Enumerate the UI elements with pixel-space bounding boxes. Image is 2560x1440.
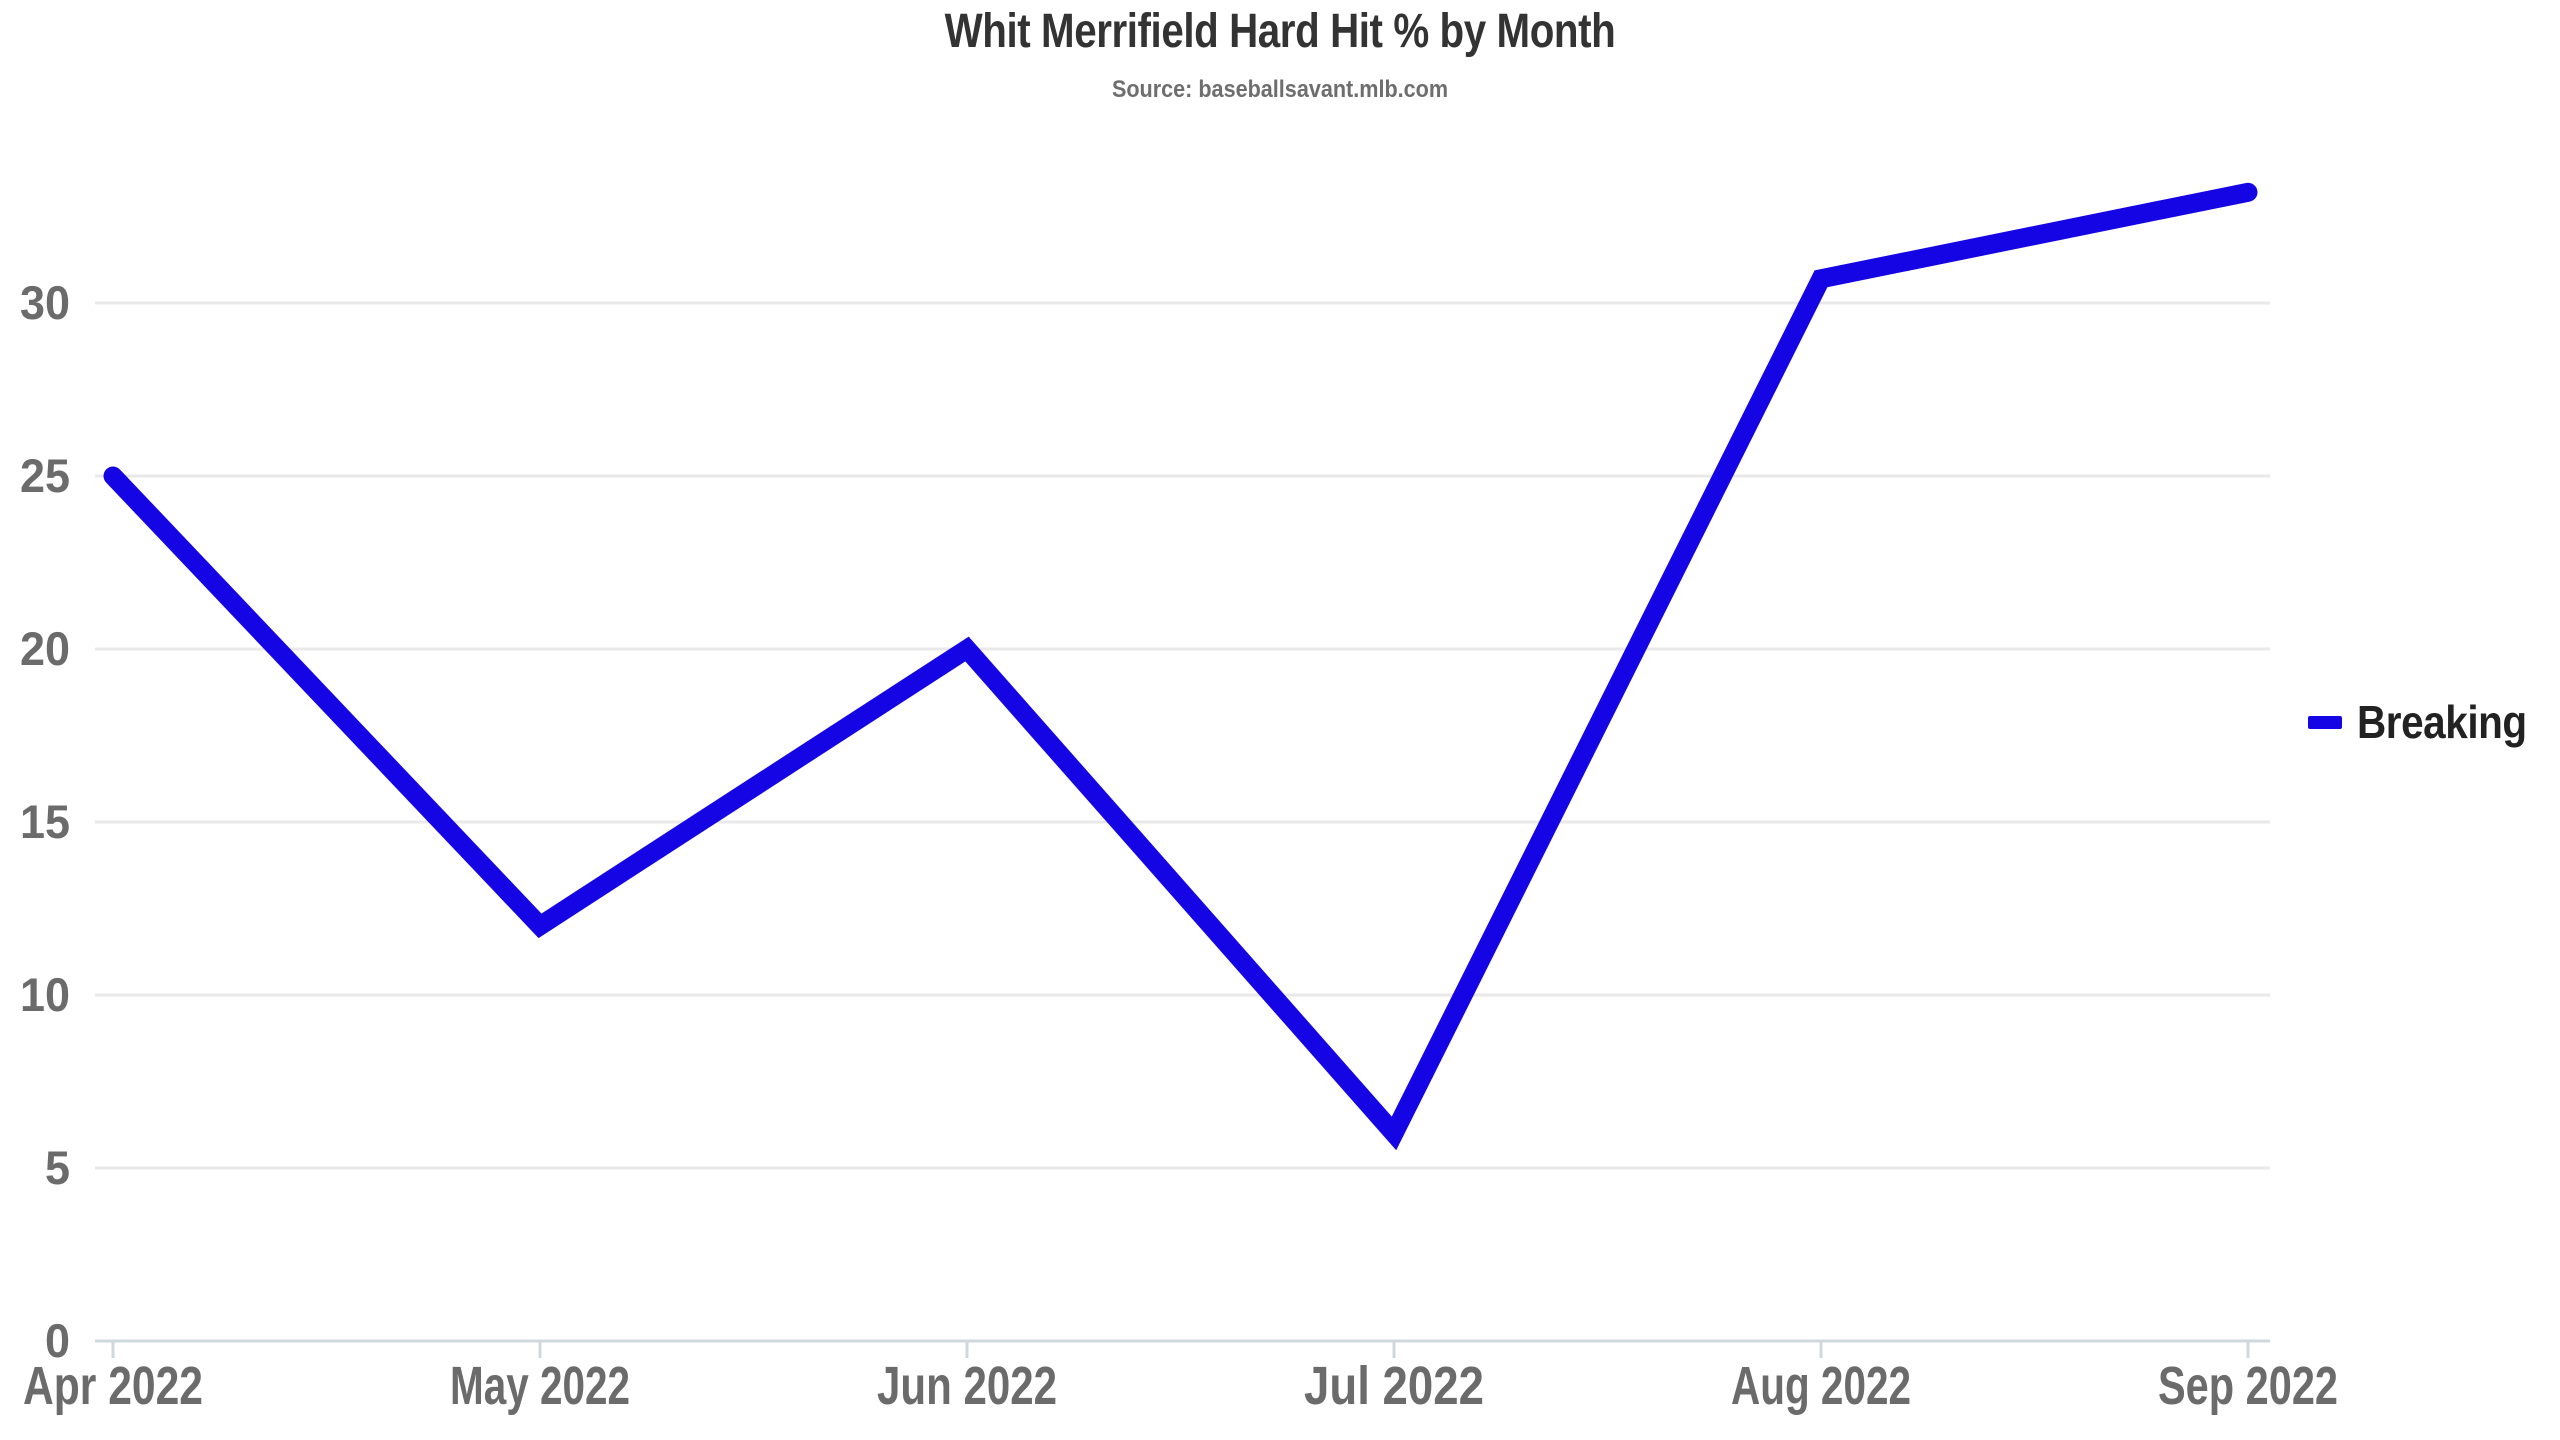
x-tick-label: Apr 2022 — [23, 1356, 203, 1416]
x-tick-label: Jul 2022 — [1304, 1356, 1484, 1416]
y-tick-label: 20 — [20, 622, 70, 675]
y-tick-label: 30 — [20, 276, 70, 329]
chart-title: Whit Merrifield Hard Hit % by Month — [944, 5, 1616, 58]
y-tick-label: 25 — [20, 449, 70, 502]
x-tick-label: Jun 2022 — [877, 1356, 1057, 1416]
y-tick-label: 15 — [20, 795, 70, 848]
x-tick-label: Sep 2022 — [2158, 1356, 2338, 1416]
chart-subtitle: Source: baseballsavant.mlb.com — [1111, 76, 1449, 103]
x-axis-labels: Apr 2022 May 2022 Jun 2022 Jul 2022 Aug 2022… — [23, 1356, 2338, 1416]
legend: Breaking — [2308, 699, 2550, 745]
y-gridlines — [95, 301, 2270, 1343]
legend-swatch — [2308, 715, 2342, 729]
x-tick-label: Aug 2022 — [1731, 1356, 1911, 1416]
x-ticks — [111, 1341, 2250, 1358]
y-tick-label: 0 — [45, 1314, 70, 1367]
legend-label: Breaking — [2357, 696, 2527, 748]
y-axis-labels: 0 5 10 15 20 25 30 — [20, 276, 70, 1367]
x-tick-label: May 2022 — [450, 1356, 630, 1416]
data-line-breaking — [103, 182, 2258, 1151]
legend-item-breaking[interactable]: Breaking — [2308, 699, 2550, 745]
y-tick-label: 10 — [20, 968, 70, 1021]
y-tick-label: 5 — [45, 1141, 70, 1194]
